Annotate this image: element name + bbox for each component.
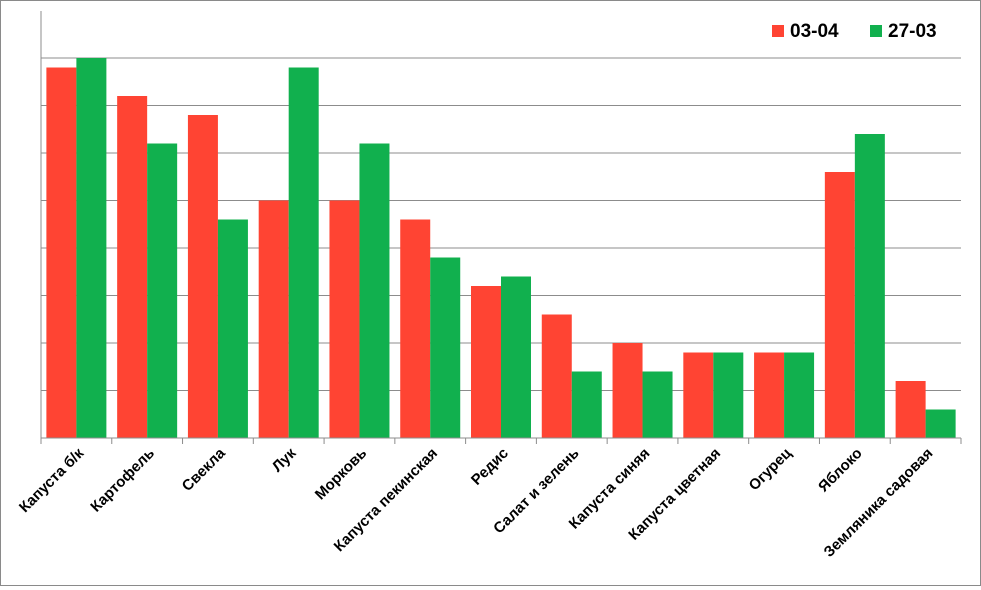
bar-03-04-9 bbox=[683, 352, 714, 438]
legend-label: 27-03 bbox=[888, 21, 937, 42]
x-tick-label: Морковь bbox=[312, 445, 371, 504]
bar-03-04-12 bbox=[895, 381, 926, 438]
bar-03-04-2 bbox=[187, 115, 218, 438]
bar-03-04-6 bbox=[471, 286, 501, 438]
bar-27-03-1 bbox=[147, 143, 178, 438]
bar-03-04-4 bbox=[329, 200, 360, 438]
bar-27-03-0 bbox=[76, 58, 107, 438]
x-tick-label: Редис bbox=[468, 445, 512, 489]
bar-27-03-2 bbox=[217, 219, 248, 438]
legend-label: 03-04 bbox=[790, 21, 839, 42]
axes bbox=[40, 11, 962, 444]
bar-27-03-3 bbox=[288, 67, 319, 438]
bar-27-03-7 bbox=[571, 371, 602, 438]
bars bbox=[46, 58, 956, 438]
bar-03-04-8 bbox=[612, 343, 643, 438]
bar-03-04-3 bbox=[258, 200, 289, 438]
bar-27-03-9 bbox=[713, 352, 744, 438]
bar-03-04-7 bbox=[541, 314, 572, 438]
legend-swatch bbox=[870, 25, 882, 37]
bar-27-03-6 bbox=[501, 276, 531, 438]
bar-27-03-5 bbox=[430, 257, 461, 438]
x-tick-label: Капуста б/к bbox=[16, 444, 88, 516]
x-tick-label: Свекла bbox=[179, 444, 229, 494]
bar-03-04-11 bbox=[824, 172, 855, 438]
legend-swatch bbox=[772, 25, 784, 37]
bar-27-03-12 bbox=[925, 409, 956, 438]
x-tick-label: Огурец bbox=[746, 444, 796, 494]
bar-03-04-0 bbox=[46, 67, 77, 438]
bar-27-03-8 bbox=[642, 371, 673, 438]
bar-27-03-10 bbox=[784, 352, 815, 438]
x-tick-label: Лук bbox=[269, 444, 300, 475]
x-tick-label: Картофель bbox=[87, 445, 158, 516]
bar-03-04-1 bbox=[117, 96, 148, 438]
bar-03-04-5 bbox=[400, 219, 431, 438]
x-tick-labels: Капуста б/к Картофель Свекла Лук МорковьКапу… bbox=[16, 444, 937, 560]
bar-27-03-11 bbox=[854, 134, 885, 438]
x-tick-label: Яблоко bbox=[815, 445, 866, 496]
legend: 03-04 27-03 bbox=[772, 21, 937, 42]
bar-03-04-10 bbox=[754, 352, 785, 438]
bar-27-03-4 bbox=[359, 143, 390, 438]
